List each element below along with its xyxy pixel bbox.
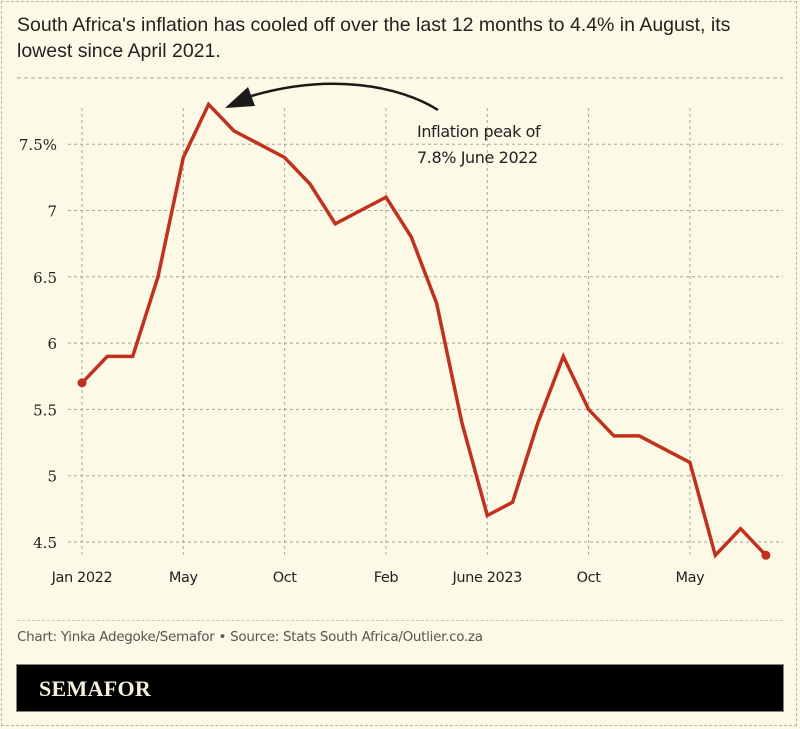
y-tick-label: 6.5 xyxy=(33,269,57,287)
x-tick-label: Oct xyxy=(577,570,602,586)
source-credit: Chart: Yinka Adegoke/Semafor • Source: S… xyxy=(17,629,483,645)
annotation-line-1: Inflation peak of xyxy=(417,122,541,141)
x-tick-label: June 2023 xyxy=(452,570,523,586)
y-tick-label: 7 xyxy=(47,203,57,221)
annotation-line-2: 7.8% June 2022 xyxy=(417,148,538,167)
x-tick-label: Feb xyxy=(374,570,399,586)
x-tick-label: May xyxy=(676,570,706,586)
series-line-inflation xyxy=(80,101,768,559)
x-tick-label: May xyxy=(169,570,199,586)
x-tick-label: Oct xyxy=(273,570,298,586)
endpoint-marker xyxy=(761,550,771,560)
annotation-arrow-curve xyxy=(247,82,439,112)
chart-title: South Africa's inflation has cooled off … xyxy=(17,14,731,62)
y-tick-label: 6 xyxy=(47,335,57,353)
annotation-arrowhead xyxy=(225,87,255,108)
y-axis-labels: 7.5% 7 6.5 6 5.5 5 4.5 xyxy=(19,136,57,552)
x-tick-label: Jan 2022 xyxy=(51,570,113,586)
y-tick-label: 4.5 xyxy=(33,534,57,552)
footer-divider xyxy=(17,620,783,621)
y-tick-label: 5 xyxy=(47,468,57,486)
brand-bar: SEMAFOR xyxy=(16,664,784,712)
y-tick-label: 5.5 xyxy=(33,401,57,419)
series-layer xyxy=(77,101,771,560)
endpoint-marker xyxy=(77,378,87,388)
annotation: Inflation peak of 7.8% June 2022 xyxy=(225,82,541,167)
y-tick-label: 7.5% xyxy=(19,136,57,154)
grid xyxy=(17,77,783,557)
brand-logo: SEMAFOR xyxy=(39,676,152,701)
x-axis-labels: Jan 2022 May Oct Feb June 2023 Oct May xyxy=(51,570,706,586)
